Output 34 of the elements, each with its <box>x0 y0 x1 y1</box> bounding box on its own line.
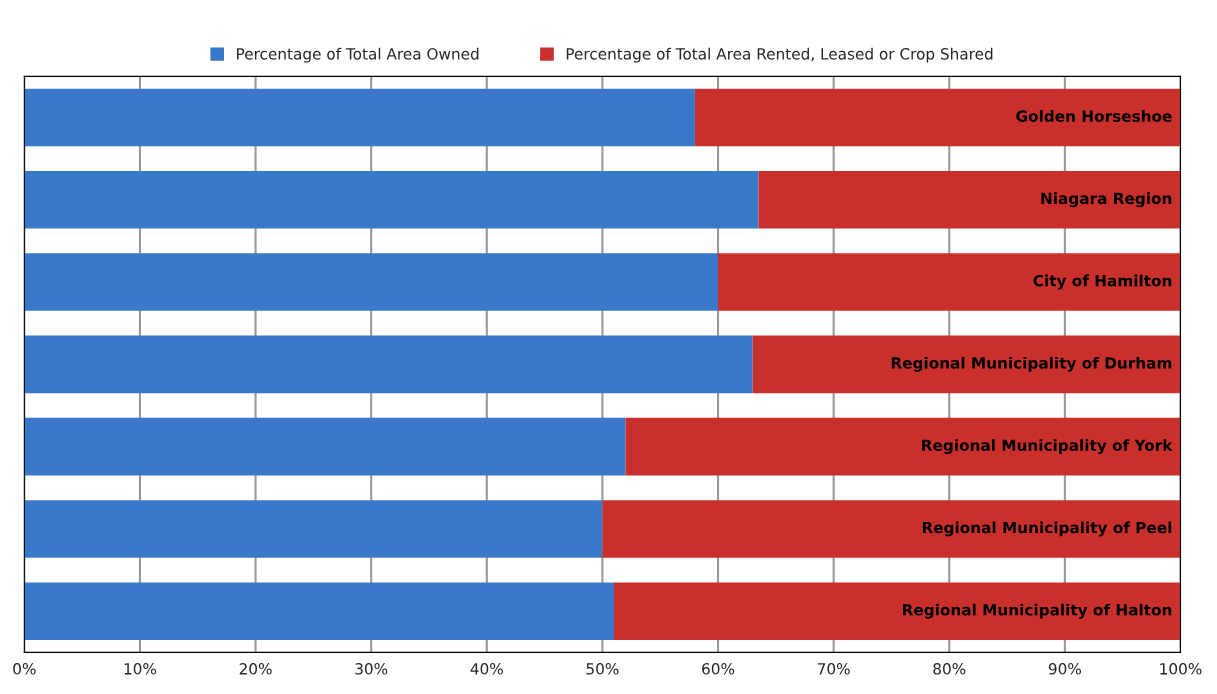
x-tick-label: 30% <box>355 663 388 675</box>
y-tick-label: Regional Municipality of Halton <box>903 603 1172 619</box>
x-tick-label: 10% <box>124 663 157 675</box>
x-tick-label: 40% <box>470 663 503 675</box>
bar <box>752 335 1181 394</box>
bar <box>24 88 695 147</box>
y-tick-label: Regional Municipality of Durham <box>891 356 1172 372</box>
bar <box>24 170 759 229</box>
bar <box>24 582 614 641</box>
x-tick-label: 70% <box>817 663 850 675</box>
x-tick-label: 50% <box>586 663 619 675</box>
bar <box>625 417 1181 476</box>
x-tick-label: 80% <box>933 663 966 675</box>
legend-label: Percentage of Total Area Owned <box>237 47 479 63</box>
y-tick-label: Niagara Region <box>1041 192 1172 208</box>
bar <box>718 253 1181 311</box>
legend-label: Percentage of Total Area Rented, Leased or Crop Shared <box>566 47 993 63</box>
bar <box>24 253 719 311</box>
y-tick-label: Regional Municipality of York <box>922 439 1173 455</box>
bar <box>24 417 626 476</box>
y-tick-label: Regional Municipality of Peel <box>922 521 1172 537</box>
x-tick-label: 90% <box>1048 663 1082 675</box>
x-tick-label: 100% <box>1160 663 1202 675</box>
bar <box>24 500 603 558</box>
bar <box>24 335 753 394</box>
bar <box>758 170 1181 229</box>
bar <box>602 500 1181 558</box>
bar <box>613 582 1181 641</box>
x-tick-label: 0% <box>13 663 36 675</box>
x-tick-label: 20% <box>239 663 272 675</box>
y-tick-label: City of Hamilton <box>1033 274 1172 290</box>
y-tick-label: Golden Horseshoe <box>1016 110 1172 122</box>
bar <box>694 88 1181 147</box>
x-tick-label: 60% <box>702 663 735 675</box>
